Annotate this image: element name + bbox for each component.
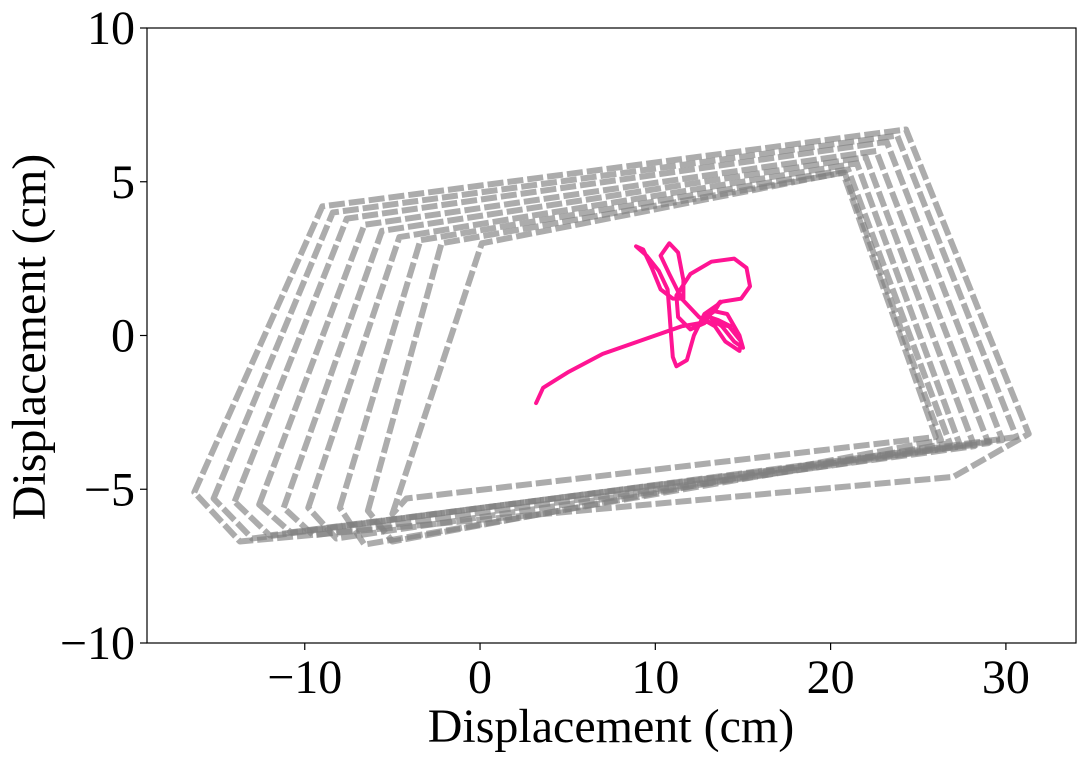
trajectory-line (534, 241, 752, 406)
y-axis-ticks: −10 −5 0 5 10 (60, 2, 147, 670)
outline-series (191, 126, 1032, 548)
x-axis-label: Displacement (cm) (428, 700, 795, 753)
y-tick-label: 10 (87, 2, 135, 55)
boundary-outline (231, 138, 1006, 539)
y-tick-label: 5 (111, 156, 135, 209)
boundary-outline (191, 126, 1032, 545)
boundary-outline (280, 154, 978, 539)
boundary-outline (305, 160, 964, 542)
y-tick-label: −10 (60, 617, 135, 670)
y-tick-label: 0 (111, 310, 135, 363)
trajectory-series (534, 241, 752, 406)
x-tick-label: 30 (982, 651, 1030, 704)
y-tick-label: −5 (84, 463, 135, 516)
boundary-outline (389, 169, 939, 517)
boundary-outline (256, 148, 992, 536)
plot-frame (146, 27, 1077, 644)
x-tick-label: 20 (807, 651, 855, 704)
x-tick-label: 0 (468, 651, 492, 704)
x-axis-ticks: −10 0 10 20 30 (267, 643, 1030, 704)
y-axis-label: Displacement (cm) (3, 154, 56, 521)
boundary-outline (336, 166, 953, 548)
x-tick-label: −10 (267, 651, 342, 704)
boundary-outline (210, 132, 1020, 542)
x-tick-label: 10 (631, 651, 679, 704)
